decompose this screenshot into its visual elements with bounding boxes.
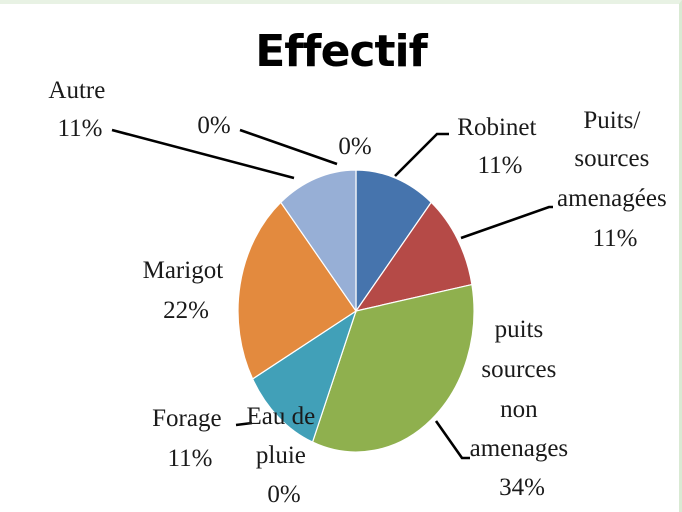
leader-line-puits-non-amenages bbox=[434, 420, 470, 460]
leader-line-robinet bbox=[394, 132, 449, 177]
pie-slice-puits-sources-amenag-es bbox=[354, 201, 473, 312]
data-label-zero-top: 0% bbox=[338, 133, 371, 160]
leader-line-zero-upper-left bbox=[239, 128, 338, 166]
leader-lines bbox=[111, 128, 553, 460]
pie-slice-autre bbox=[279, 169, 357, 313]
data-label-puits-amenagees: Puits/ sources amenagées 11% bbox=[557, 107, 673, 252]
pie-slice-puits-sources-non-amenages bbox=[311, 283, 475, 453]
pie-slice-robinet bbox=[355, 169, 433, 313]
leader-line-puits-amenagees bbox=[460, 205, 553, 240]
pie-slice-forage bbox=[251, 309, 358, 443]
data-label-autre: Autre 11% bbox=[48, 77, 111, 142]
data-label-zero-upper-left: 0% bbox=[197, 112, 230, 139]
data-label-robinet: Robinet 11% bbox=[457, 114, 542, 179]
leader-line-autre bbox=[111, 128, 295, 180]
data-label-puits-non-amenages: puits sources non amenages 34% bbox=[470, 316, 575, 501]
pie-slices bbox=[237, 169, 475, 453]
data-label-eau-de-pluie: Eau de pluie 0% bbox=[247, 403, 322, 508]
data-label-marigot: Marigot 22% bbox=[143, 257, 230, 324]
chart-title: Effectif bbox=[255, 26, 428, 77]
pie-slice-marigot bbox=[237, 201, 357, 380]
data-label-forage: Forage 11% bbox=[152, 405, 228, 472]
leader-line-forage bbox=[235, 421, 253, 427]
